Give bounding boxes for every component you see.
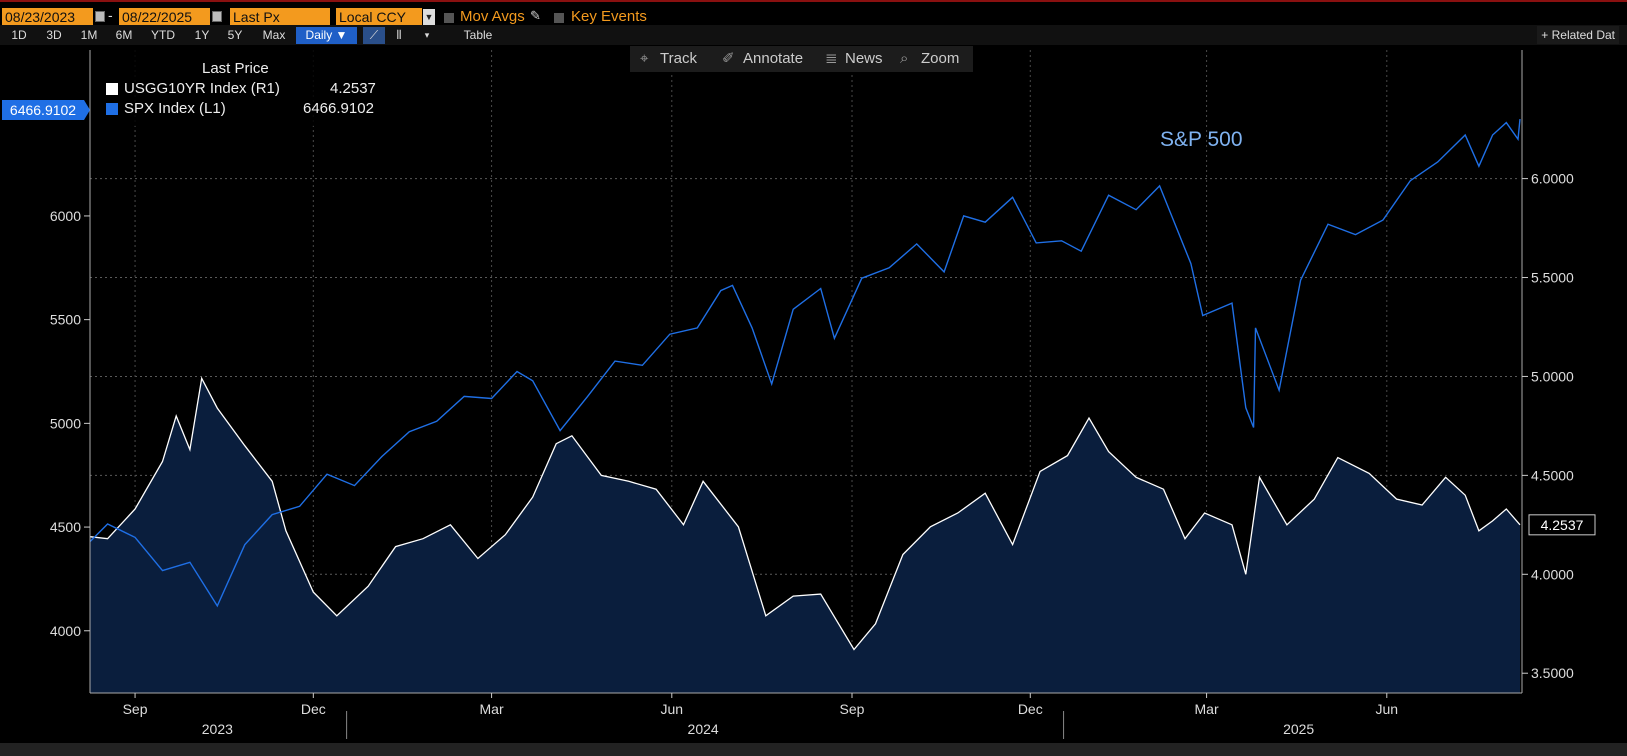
series-layer <box>89 119 1521 693</box>
legend: Last Price USGG10YR Index (R1) 4.2537 SP… <box>92 48 386 126</box>
year-label: 2024 <box>688 721 719 737</box>
legend-name-yield: USGG10YR Index (R1) <box>124 80 280 97</box>
start-date-field[interactable]: 08/23/2023 <box>2 8 93 26</box>
currency-selector[interactable]: Local CCY <box>336 8 422 26</box>
news-button[interactable]: News <box>845 50 883 67</box>
range-1m-button[interactable]: 1M <box>80 28 98 42</box>
end-date-field[interactable]: 08/22/2025 <box>119 8 210 26</box>
table-button[interactable]: Table <box>463 28 493 42</box>
yield-last-value: 4.2537 <box>1541 517 1584 533</box>
legend-swatch-spx <box>106 103 118 115</box>
related-data-button[interactable]: + Related Dat <box>1537 26 1619 44</box>
legend-name-spx: SPX Index (L1) <box>124 100 226 117</box>
right-tick-label: 5.0000 <box>1531 368 1574 384</box>
chart-tools: ⌖ Track ✐ Annotate ≣ News ⌕ Zoom <box>630 46 973 72</box>
key-events-label[interactable]: Key Events <box>571 8 647 25</box>
annotate-icon[interactable]: ✐ <box>722 50 735 67</box>
month-label: Sep <box>840 701 865 717</box>
range-3d-button[interactable]: 3D <box>46 28 62 42</box>
spx-last-tag <box>2 100 84 120</box>
spx-last-tag-pointer <box>84 100 90 120</box>
range-1d-button[interactable]: 1D <box>11 28 27 42</box>
track-button[interactable]: Track <box>660 50 697 67</box>
date-separator: - <box>108 7 113 23</box>
right-tick-label: 4.5000 <box>1531 467 1574 483</box>
month-label: Mar <box>1195 701 1219 717</box>
legend-value-spx: 6466.9102 <box>303 100 374 117</box>
range-6m-button[interactable]: 6M <box>115 28 133 42</box>
bottom-scroll-area[interactable] <box>0 743 1627 756</box>
zoom-icon[interactable]: ⌕ <box>900 50 909 67</box>
range-bar: 1D 3D 1M 6M YTD 1Y 5Y Max Daily ▼ ⟋ ⫴ ▾ … <box>0 25 1627 45</box>
right-tick-label: 3.5000 <box>1531 665 1574 681</box>
month-label: Jun <box>661 701 684 717</box>
year-label: 2023 <box>202 721 233 737</box>
line-chart-icon[interactable]: ⟋ <box>363 27 385 44</box>
zoom-button[interactable]: Zoom <box>921 50 960 67</box>
right-tick-label: 5.5000 <box>1531 270 1574 286</box>
yield-area <box>90 378 1520 693</box>
news-icon[interactable]: ≣ <box>825 50 838 67</box>
right-tick-label: 4.0000 <box>1531 566 1574 582</box>
range-5y-button[interactable]: 5Y <box>227 28 243 42</box>
axis-layer: 4000 4500 5000 5500 6000 3.5000 4.0000 4.5000 5.… <box>2 50 1596 739</box>
legend-title: Last Price <box>202 60 269 77</box>
key-events-checkbox[interactable] <box>554 13 564 23</box>
left-tick-label: 6000 <box>50 208 81 224</box>
spx-line <box>89 119 1521 608</box>
month-label: Mar <box>480 701 504 717</box>
bar-style-icon[interactable]: ⫴ <box>396 28 402 42</box>
month-label: Jun <box>1376 701 1399 717</box>
yield-line <box>89 376 1521 651</box>
left-tick-label: 4500 <box>50 519 81 535</box>
spx-last-value: 6466.9102 <box>10 102 76 118</box>
legend-value-yield: 4.2537 <box>330 80 376 97</box>
mov-avgs-label[interactable]: Mov Avgs <box>460 8 525 25</box>
field-selector[interactable]: Last Px <box>230 8 330 26</box>
year-label: 2025 <box>1283 721 1314 737</box>
pencil-icon[interactable]: ✎ <box>530 8 541 23</box>
annotate-button[interactable]: Annotate <box>743 50 804 67</box>
month-label: Dec <box>1018 701 1043 717</box>
left-tick-label: 4000 <box>50 623 81 639</box>
end-calendar-icon[interactable] <box>212 11 222 22</box>
sp500-annotation: S&P 500 <box>1160 128 1243 151</box>
month-label: Dec <box>301 701 326 717</box>
frequency-selector[interactable]: Daily ▼ <box>296 27 357 44</box>
range-ytd-button[interactable]: YTD <box>151 28 175 42</box>
start-calendar-icon[interactable] <box>95 11 105 22</box>
range-max-button[interactable]: Max <box>262 28 286 42</box>
range-1y-button[interactable]: 1Y <box>194 28 210 42</box>
top-toolbar: 08/23/2023 - 08/22/2025 Last Px Local CC… <box>0 0 1627 26</box>
legend-swatch-yield <box>106 83 118 95</box>
track-icon[interactable]: ⌖ <box>640 50 649 67</box>
style-dropdown-icon[interactable]: ▾ <box>424 30 430 40</box>
currency-dropdown-icon[interactable]: ▼ <box>423 9 435 25</box>
left-tick-label: 5500 <box>50 312 81 328</box>
month-label: Sep <box>123 701 148 717</box>
yield-last-tag <box>1528 514 1596 536</box>
right-tick-label: 6.0000 <box>1531 171 1574 187</box>
left-tick-label: 5000 <box>50 415 81 431</box>
mov-avgs-checkbox[interactable] <box>444 13 454 23</box>
